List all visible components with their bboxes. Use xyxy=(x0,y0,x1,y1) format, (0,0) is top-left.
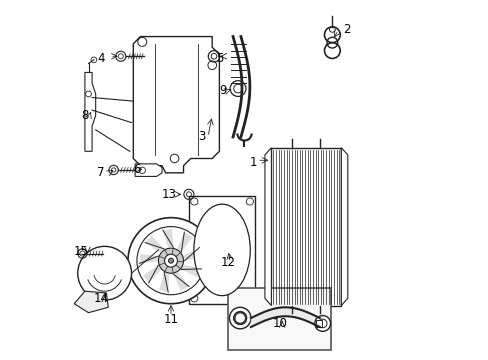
Polygon shape xyxy=(264,148,271,306)
Ellipse shape xyxy=(194,204,250,296)
Text: 9: 9 xyxy=(219,84,226,97)
Text: 7: 7 xyxy=(97,166,104,179)
Polygon shape xyxy=(85,72,96,151)
Text: 6: 6 xyxy=(133,163,141,176)
Circle shape xyxy=(128,218,214,304)
Text: 15: 15 xyxy=(74,245,89,258)
Polygon shape xyxy=(183,247,202,261)
Text: 14: 14 xyxy=(93,292,108,305)
Polygon shape xyxy=(143,265,161,283)
Polygon shape xyxy=(145,236,164,252)
Text: 8: 8 xyxy=(81,109,88,122)
Circle shape xyxy=(164,254,177,267)
Polygon shape xyxy=(133,37,219,173)
Circle shape xyxy=(314,316,330,331)
Text: 13: 13 xyxy=(162,188,176,201)
Polygon shape xyxy=(163,229,173,247)
Text: 5: 5 xyxy=(215,51,223,64)
Text: 2: 2 xyxy=(342,23,350,36)
Circle shape xyxy=(158,248,183,273)
Polygon shape xyxy=(74,291,108,313)
Text: 3: 3 xyxy=(197,130,205,144)
Polygon shape xyxy=(173,272,189,291)
Text: 12: 12 xyxy=(221,256,235,269)
Polygon shape xyxy=(181,265,201,278)
Polygon shape xyxy=(177,232,192,252)
Polygon shape xyxy=(159,273,169,292)
Polygon shape xyxy=(135,164,162,176)
Text: 1: 1 xyxy=(249,156,257,168)
Polygon shape xyxy=(139,254,158,264)
Text: 11: 11 xyxy=(163,313,178,327)
Polygon shape xyxy=(341,148,347,306)
Bar xyxy=(188,196,255,304)
Text: 10: 10 xyxy=(272,317,287,330)
Circle shape xyxy=(168,258,173,263)
Text: 4: 4 xyxy=(97,51,104,64)
Bar xyxy=(228,288,330,350)
Bar xyxy=(271,148,341,306)
Circle shape xyxy=(78,246,131,300)
Bar xyxy=(316,320,321,327)
